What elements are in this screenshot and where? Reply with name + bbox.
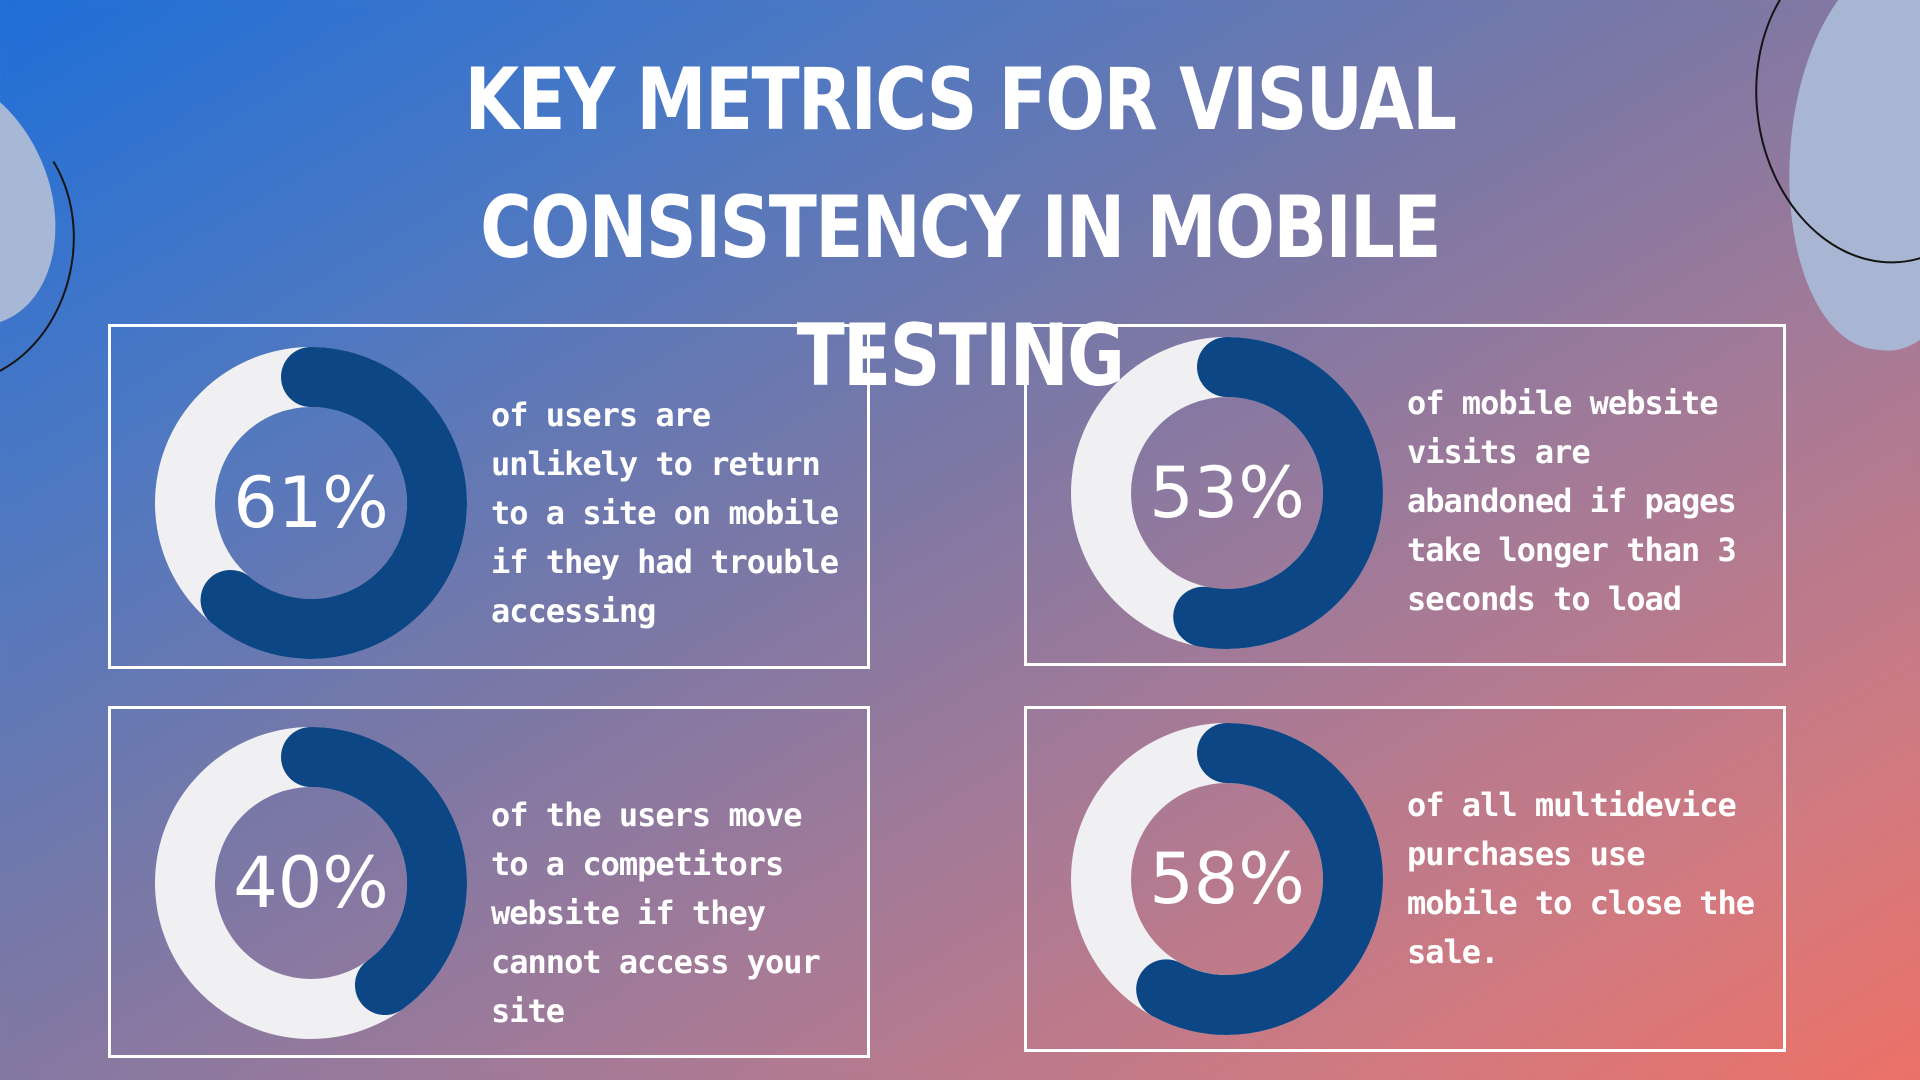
metric-value: 40% xyxy=(233,842,389,924)
donut-fill xyxy=(155,347,467,659)
donut-ring-4: 58% xyxy=(1067,719,1387,1039)
donut-ring-3: 40% xyxy=(151,723,471,1043)
donut-ring-2: 53% xyxy=(1067,333,1387,653)
donut-fill xyxy=(1071,337,1383,649)
donut-chart-2 xyxy=(1071,337,1383,649)
metric-card-4: 58% of all multidevice purchases use mob… xyxy=(1024,706,1786,1052)
metric-description: of the users move to a competitors websi… xyxy=(491,796,821,1030)
page-title: KEY METRICS FOR VISUAL CONSISTENCY IN MO… xyxy=(464,50,1458,406)
metric-description: of users are unlikely to return to a sit… xyxy=(491,396,839,630)
decorative-curve-left xyxy=(0,92,97,402)
donut-chart-1 xyxy=(155,347,467,659)
metric-card-3: 40% of the users move to a competitors w… xyxy=(108,706,870,1058)
metric-value: 61% xyxy=(233,462,389,544)
donut-chart-3 xyxy=(155,727,467,1039)
metric-description: of mobile website visits are abandoned i… xyxy=(1407,384,1737,618)
donut-fill xyxy=(155,727,467,1039)
metric-card-1: 61% of users are unlikely to return to a… xyxy=(108,324,870,669)
donut-ring-1: 61% xyxy=(151,343,471,663)
metric-card-2: 53% of mobile website visits are abandon… xyxy=(1024,324,1786,666)
decorative-curve-right xyxy=(1734,0,1920,281)
metric-description: of all multidevice purchases use mobile … xyxy=(1407,786,1755,971)
donut-chart-4 xyxy=(1071,723,1383,1035)
donut-fill xyxy=(1071,723,1383,1035)
metric-value: 53% xyxy=(1149,452,1305,534)
metric-value: 58% xyxy=(1149,838,1305,920)
